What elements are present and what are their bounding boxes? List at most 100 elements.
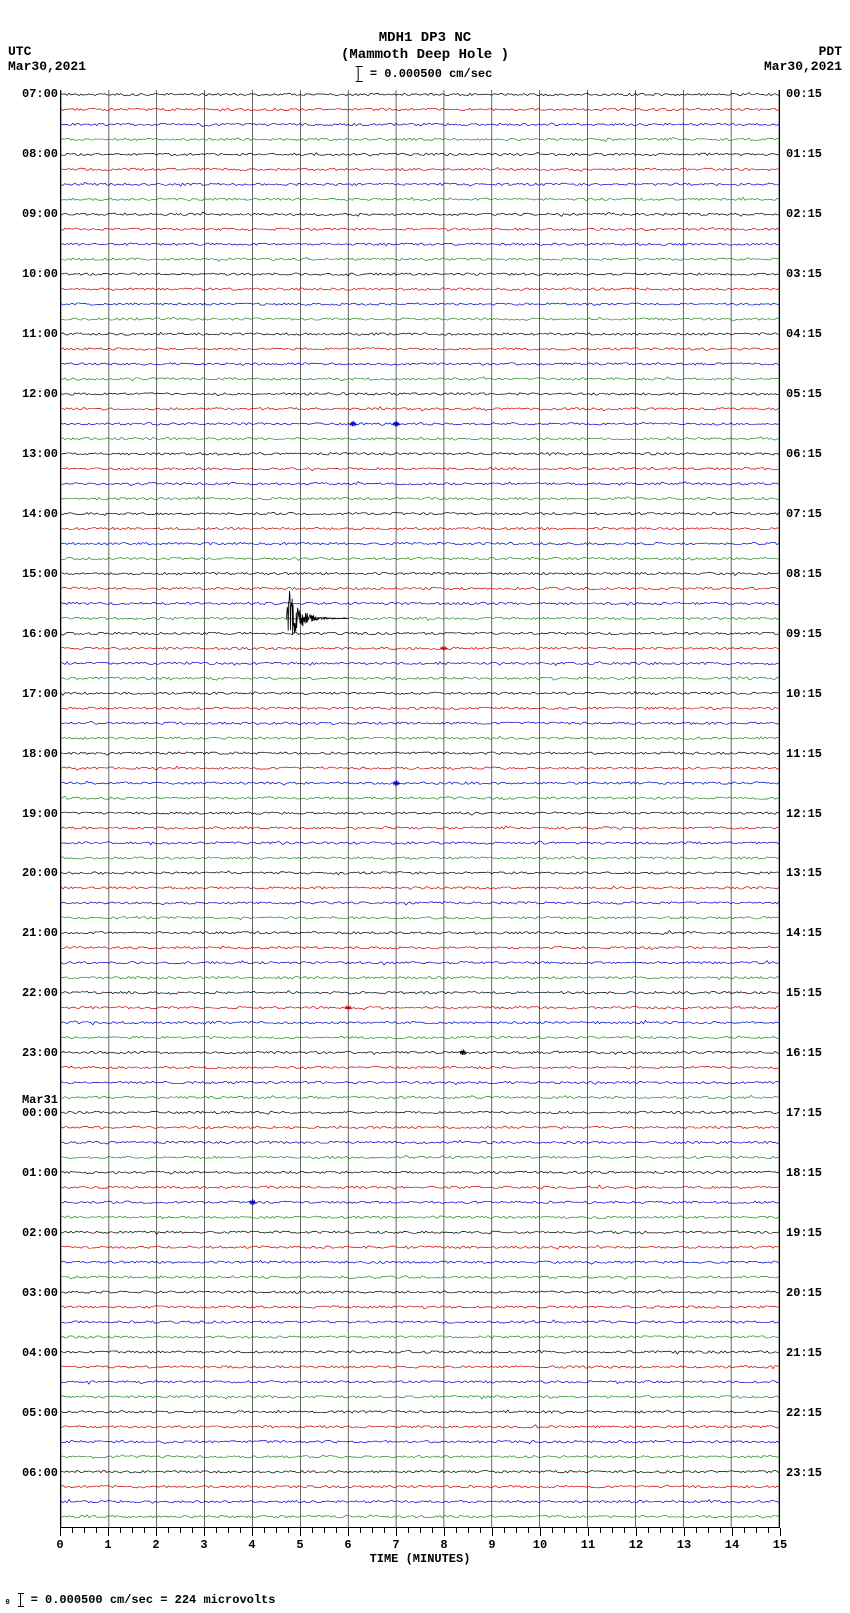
pdt-time-label: 11:15	[786, 747, 822, 761]
pdt-time-label: 14:15	[786, 926, 822, 940]
tz-left-date: Mar30,2021	[8, 59, 86, 74]
pdt-time-label: 16:15	[786, 1046, 822, 1060]
x-tick-minor	[456, 1528, 457, 1533]
x-tick-label: 5	[296, 1538, 303, 1552]
x-tick-minor	[276, 1528, 277, 1533]
utc-time-label: 05:00	[3, 1406, 58, 1420]
x-tick-major	[732, 1528, 733, 1536]
x-tick-minor	[600, 1528, 601, 1533]
x-tick-minor	[408, 1528, 409, 1533]
utc-time-label: 18:00	[3, 747, 58, 761]
x-tick-label: 3	[200, 1538, 207, 1552]
x-tick-minor	[240, 1528, 241, 1533]
pdt-time-label: 09:15	[786, 627, 822, 641]
chart-header: MDH1 DP3 NC (Mammoth Deep Hole )	[0, 30, 850, 64]
x-tick-minor	[180, 1528, 181, 1533]
pdt-time-label: 02:15	[786, 207, 822, 221]
x-tick-minor	[72, 1528, 73, 1533]
utc-time-label: 08:00	[3, 147, 58, 161]
pdt-time-label: 00:15	[786, 87, 822, 101]
pdt-time-label: 01:15	[786, 147, 822, 161]
x-tick-minor	[288, 1528, 289, 1533]
utc-time-label: 02:00	[3, 1226, 58, 1240]
x-tick-minor	[120, 1528, 121, 1533]
utc-time-label: 09:00	[3, 207, 58, 221]
x-tick-minor	[744, 1528, 745, 1533]
x-tick-label: 9	[488, 1538, 495, 1552]
x-tick-minor	[756, 1528, 757, 1533]
scale-bar-icon	[358, 66, 359, 82]
x-tick-minor	[708, 1528, 709, 1533]
pdt-time-label: 04:15	[786, 327, 822, 341]
x-tick-minor	[660, 1528, 661, 1533]
x-tick-minor	[420, 1528, 421, 1533]
x-tick-minor	[528, 1528, 529, 1533]
pdt-time-label: 05:15	[786, 387, 822, 401]
timezone-left: UTC Mar30,2021	[8, 44, 86, 74]
pdt-time-label: 08:15	[786, 567, 822, 581]
utc-time-label: 07:00	[3, 87, 58, 101]
x-tick-label: 1	[104, 1538, 111, 1552]
x-tick-minor	[564, 1528, 565, 1533]
x-tick-label: 8	[440, 1538, 447, 1552]
tz-right-date: Mar30,2021	[764, 59, 842, 74]
x-tick-major	[540, 1528, 541, 1536]
day-label: Mar31	[3, 1093, 58, 1107]
x-tick-minor	[324, 1528, 325, 1533]
x-tick-minor	[696, 1528, 697, 1533]
x-tick-major	[492, 1528, 493, 1536]
pdt-time-label: 23:15	[786, 1466, 822, 1480]
utc-time-label: 11:00	[3, 327, 58, 341]
x-tick-major	[588, 1528, 589, 1536]
pdt-time-label: 15:15	[786, 986, 822, 1000]
x-tick-minor	[576, 1528, 577, 1533]
utc-time-label: 12:00	[3, 387, 58, 401]
utc-time-label: 03:00	[3, 1286, 58, 1300]
x-tick-minor	[96, 1528, 97, 1533]
utc-time-label: 10:00	[3, 267, 58, 281]
pdt-time-label: 12:15	[786, 807, 822, 821]
x-tick-label: 4	[248, 1538, 255, 1552]
x-tick-major	[780, 1528, 781, 1536]
x-axis: TIME (MINUTES) 0123456789101112131415	[60, 1528, 780, 1568]
x-tick-major	[156, 1528, 157, 1536]
x-tick-minor	[132, 1528, 133, 1533]
x-tick-minor	[312, 1528, 313, 1533]
utc-time-label: 04:00	[3, 1346, 58, 1360]
x-tick-minor	[720, 1528, 721, 1533]
pdt-time-label: 03:15	[786, 267, 822, 281]
x-tick-minor	[336, 1528, 337, 1533]
x-tick-minor	[552, 1528, 553, 1533]
utc-time-label: 19:00	[3, 807, 58, 821]
x-tick-label: 13	[677, 1538, 691, 1552]
footer-prefix: ₀	[4, 1593, 11, 1607]
utc-time-label: 20:00	[3, 866, 58, 880]
x-tick-minor	[612, 1528, 613, 1533]
x-tick-minor	[372, 1528, 373, 1533]
tz-right-label: PDT	[819, 44, 842, 59]
x-tick-major	[60, 1528, 61, 1536]
x-tick-major	[204, 1528, 205, 1536]
x-tick-label: 14	[725, 1538, 739, 1552]
x-tick-minor	[648, 1528, 649, 1533]
station-name: (Mammoth Deep Hole )	[0, 47, 850, 64]
utc-time-label: 13:00	[3, 447, 58, 461]
x-tick-minor	[516, 1528, 517, 1533]
x-tick-major	[252, 1528, 253, 1536]
utc-time-label: 01:00	[3, 1166, 58, 1180]
x-tick-label: 15	[773, 1538, 787, 1552]
pdt-time-label: 19:15	[786, 1226, 822, 1240]
x-tick-minor	[432, 1528, 433, 1533]
footer-scale: ₀ = 0.000500 cm/sec = 224 microvolts	[4, 1593, 275, 1607]
x-tick-label: 11	[581, 1538, 595, 1552]
utc-time-label: 23:00	[3, 1046, 58, 1060]
x-tick-minor	[384, 1528, 385, 1533]
pdt-time-label: 22:15	[786, 1406, 822, 1420]
pdt-time-label: 18:15	[786, 1166, 822, 1180]
x-tick-minor	[228, 1528, 229, 1533]
tz-left-label: UTC	[8, 44, 31, 59]
utc-time-label: 14:00	[3, 507, 58, 521]
pdt-time-label: 07:15	[786, 507, 822, 521]
x-tick-label: 0	[56, 1538, 63, 1552]
x-tick-minor	[144, 1528, 145, 1533]
